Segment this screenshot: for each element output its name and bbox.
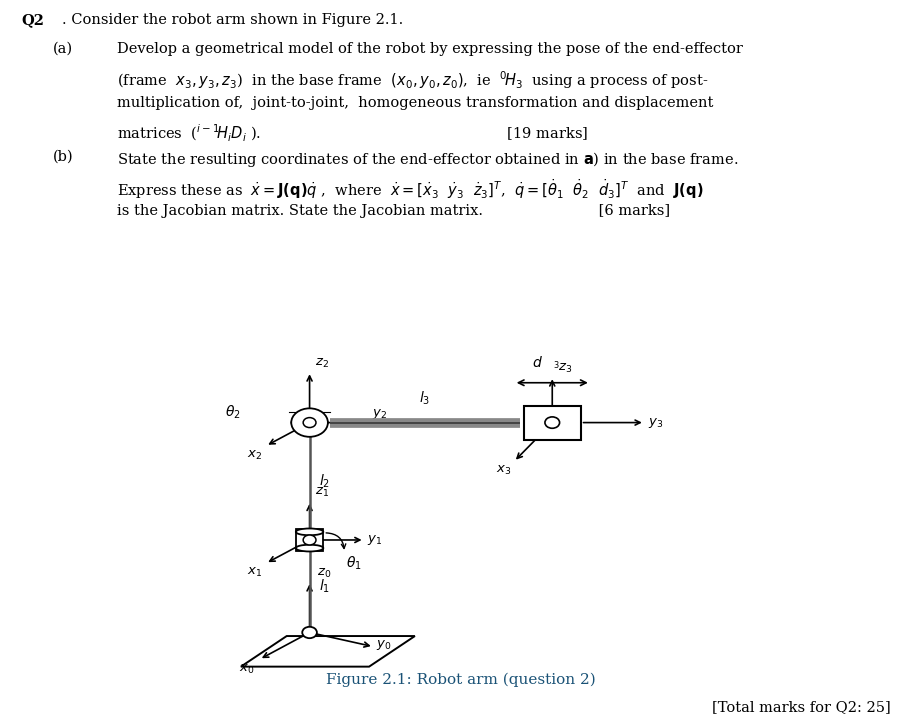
Ellipse shape — [296, 545, 324, 552]
Circle shape — [545, 417, 560, 428]
Ellipse shape — [296, 528, 324, 535]
Text: [Total marks for Q2: 25]: [Total marks for Q2: 25] — [713, 700, 891, 714]
Circle shape — [302, 627, 317, 638]
Text: Develop a geometrical model of the robot by expressing the pose of the end-effec: Develop a geometrical model of the robot… — [117, 42, 743, 56]
Text: $\theta_1$: $\theta_1$ — [346, 554, 362, 572]
Text: multiplication of,  joint-to-joint,  homogeneous transformation and displacement: multiplication of, joint-to-joint, homog… — [117, 96, 714, 110]
Bar — [296, 529, 324, 551]
Text: $y_0$: $y_0$ — [376, 639, 392, 652]
Text: Express these as  $\dot{x} = \mathbf{J(q)}\dot{q}$ ,  where  $\dot{x} = [\dot{x}: Express these as $\dot{x} = \mathbf{J(q)… — [117, 177, 703, 201]
Text: $x_0$: $x_0$ — [239, 663, 254, 676]
Text: $_3$: $_3$ — [553, 359, 560, 372]
Text: $y_3$: $y_3$ — [647, 415, 663, 430]
Text: $y_1$: $y_1$ — [367, 533, 383, 547]
Text: is the Jacobian matrix. State the Jacobian matrix.                         [6 ma: is the Jacobian matrix. State the Jacobi… — [117, 204, 670, 218]
Text: $x_1$: $x_1$ — [247, 567, 262, 580]
Text: $\theta_2$: $\theta_2$ — [225, 403, 241, 420]
Circle shape — [303, 418, 316, 428]
Text: $z_1$: $z_1$ — [315, 486, 329, 500]
Circle shape — [303, 535, 316, 545]
Text: $d$: $d$ — [532, 355, 543, 370]
Text: Q2: Q2 — [21, 14, 44, 27]
Text: State the resulting coordinates of the end-effector obtained in $\mathbf{a}$) in: State the resulting coordinates of the e… — [117, 150, 739, 169]
Text: Figure 2.1: Robot arm (question 2): Figure 2.1: Robot arm (question 2) — [325, 673, 596, 688]
Text: $z_2$: $z_2$ — [315, 357, 329, 370]
Text: . Consider the robot arm shown in Figure 2.1.: . Consider the robot arm shown in Figure… — [63, 14, 404, 27]
Circle shape — [291, 408, 328, 437]
Text: $z_0$: $z_0$ — [317, 567, 331, 580]
Text: $l_3$: $l_3$ — [420, 390, 431, 407]
Text: matrices  (${}^{i-1}\!H_i D_i$ ).                                               : matrices (${}^{i-1}\!H_i D_i$ ). — [117, 123, 588, 144]
Text: (frame  $x_3, y_3, z_3$)  in the base frame  $(x_0, y_0, z_0)$,  ie  ${}^0\!H_3$: (frame $x_3, y_3, z_3$) in the base fram… — [117, 69, 708, 91]
Text: $y_2$: $y_2$ — [372, 407, 387, 421]
Text: $l_1$: $l_1$ — [319, 577, 330, 595]
Bar — [524, 405, 581, 440]
Text: (a): (a) — [53, 42, 73, 56]
Text: $x_2$: $x_2$ — [247, 449, 262, 462]
Text: (b): (b) — [53, 150, 74, 164]
Text: $z_3$: $z_3$ — [558, 362, 572, 375]
Text: $l_2$: $l_2$ — [319, 472, 330, 490]
Text: $x_3$: $x_3$ — [496, 464, 511, 477]
